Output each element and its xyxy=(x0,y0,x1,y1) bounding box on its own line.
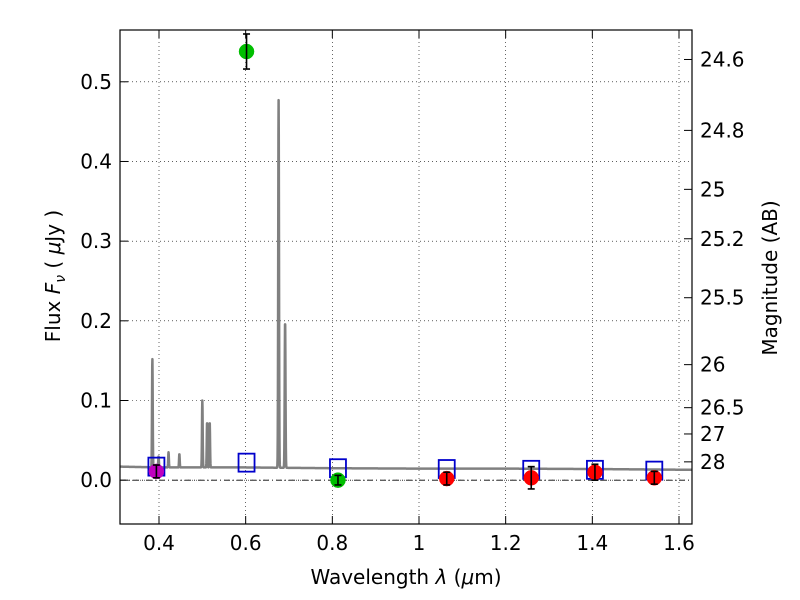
y2-tick-label: 25.2 xyxy=(700,227,745,251)
y2-axis-label: Magnitude (AB) xyxy=(758,200,782,355)
observed-point xyxy=(148,463,165,480)
y2-tick-label: 26 xyxy=(700,353,725,377)
y-tick-label: 0.5 xyxy=(80,70,112,94)
observed-point xyxy=(646,470,663,486)
y2-axis-ticks: 24.6 24.8 25 25.2 25.5 26 26.527 28 xyxy=(684,47,745,474)
sed-model-spectrum xyxy=(118,98,694,472)
x-tick-label: 1.2 xyxy=(490,531,522,555)
y-tick-label: 0.0 xyxy=(80,468,112,492)
x-tick-label: 0.8 xyxy=(316,531,348,555)
x-tick-label: 1.4 xyxy=(576,531,608,555)
x-tick-label: 1 xyxy=(413,531,426,555)
x-axis-label: Wavelength λ (μm) xyxy=(310,565,501,589)
x-tick-label: 1.6 xyxy=(663,531,695,555)
y2-tick-label: 24.6 xyxy=(700,47,745,71)
observed-point xyxy=(587,463,603,481)
x-tick-label: 0.4 xyxy=(143,531,175,555)
y2-tick-label: 28 xyxy=(700,450,725,474)
model-photometry-box xyxy=(237,452,256,473)
observed-photometry-points xyxy=(148,33,663,490)
observed-point xyxy=(238,33,255,70)
y-tick-label: 0.4 xyxy=(80,149,112,173)
y2-tick-label: 25 xyxy=(700,177,725,201)
y2-tick-label: 25.5 xyxy=(700,286,745,310)
y2-tick-label: 24.8 xyxy=(700,118,745,142)
x-axis-ticks: 0.4 0.6 0.8 1 1.2 1.4 1.6 xyxy=(143,30,695,555)
y2-tick-label: 26.5 xyxy=(700,396,745,420)
model-photometry-boxes xyxy=(147,452,664,481)
x-tick-label: 0.6 xyxy=(230,531,262,555)
observed-point xyxy=(438,470,455,487)
y-tick-label: 0.2 xyxy=(80,309,112,333)
y-tick-label: 0.1 xyxy=(80,389,112,413)
y2-tick-label: 27 xyxy=(700,422,725,446)
y-axis-label: Flux Fν ( μJy ) xyxy=(41,210,69,342)
observed-point xyxy=(523,465,539,490)
plot-frame xyxy=(119,29,693,525)
y-tick-label: 0.3 xyxy=(80,229,112,253)
y-axis-ticks: 0.0 0.1 0.2 0.3 0.4 0.5 xyxy=(80,70,128,492)
observed-point xyxy=(330,472,346,488)
